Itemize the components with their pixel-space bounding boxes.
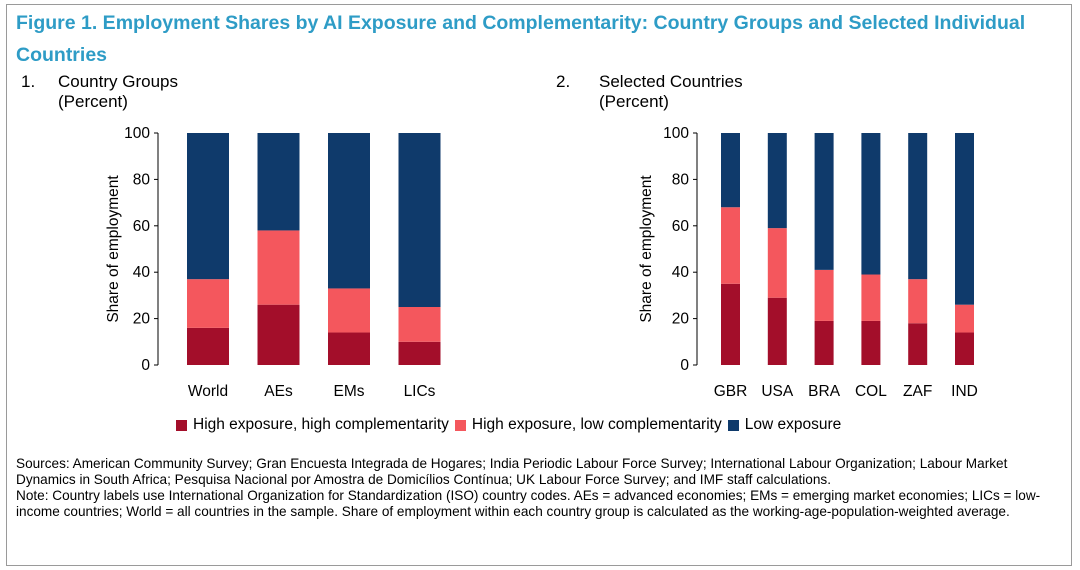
chart-2-bar-segment-2 [861,274,881,321]
chart-1-y-axis-label: Share of employment [105,175,122,323]
chart-1-bar-segment-2 [398,307,441,342]
notes: Sources: American Community Survey; Gran… [16,456,1066,520]
chart-2-bar-segment-1 [955,332,974,365]
chart-2-bar-segment-3 [861,133,881,275]
legend-item-high-high: High exposure, high complementarity [176,416,449,434]
panel-2-title-text: Selected Countries [599,72,743,91]
chart-1-bar-segment-3 [328,133,370,289]
note-text: Note: Country labels use International O… [16,488,1041,519]
chart-2-bar-segment-1 [861,320,881,365]
chart-2-x-tick-label: COL [855,383,887,400]
chart-1-x-tick-label: World [188,383,228,400]
chart-2-y-tick-label: 0 [680,357,689,374]
chart-1-x-tick-label: AEs [264,383,293,400]
chart-2-y-tick-label: 40 [672,264,690,281]
chart-1-y-tick-label: 0 [141,357,150,374]
chart-2-y-tick-label: 60 [672,218,690,235]
chart-2-bar-segment-3 [955,133,974,305]
chart-2-x-tick-label: BRA [808,383,841,400]
chart-2-bar-segment-2 [814,269,834,321]
chart-2-bar-segment-3 [908,133,928,280]
legend-swatch-low [727,419,739,431]
legend-item-low: Low exposure [727,416,842,434]
chart-1-y-tick-label: 40 [133,264,151,281]
legend-swatch-high-high [176,419,187,431]
chart-1-y-tick-label: 80 [133,171,151,188]
chart-2-bar-segment-2 [908,279,928,324]
chart-1-bar-segment-2 [187,279,229,328]
panel-1-title-text: Country Groups [58,72,178,91]
chart-2-bar-segment-1 [814,320,834,365]
chart-1-y-tick-label: 100 [124,125,150,142]
chart-1-bar-segment-3 [398,133,441,307]
legend: High exposure, high complementarity High… [176,416,847,434]
legend-label-low: Low exposure [744,416,842,433]
chart-2-bar-segment-3 [721,133,740,208]
chart-2-y-tick-label: 20 [672,311,690,328]
panel-1-unit: (Percent) [58,92,128,111]
panel-1-title: Country Groups (Percent) [58,72,178,112]
chart-1-bar-segment-2 [257,230,300,305]
chart-2-x-tick-label: GBR [714,383,748,400]
chart-2-y-tick-label: 80 [672,171,690,188]
chart-1-bar-segment-1 [257,304,300,365]
legend-item-high-low: High exposure, low complementarity [454,416,722,434]
chart-2-x-tick-label: ZAF [903,383,932,400]
chart-1-bar-segment-3 [187,133,229,280]
panel-2-unit: (Percent) [599,92,669,111]
chart-1-bar-segment-3 [257,133,300,231]
figure-frame [6,4,1072,566]
figure-title: Figure 1. Employment Shares by AI Exposu… [16,12,1026,66]
chart-1-x-tick-label: EMs [334,383,365,400]
chart-1-bar-segment-1 [328,332,370,365]
chart-2-bar-segment-1 [908,323,928,365]
legend-label-high-low: High exposure, low complementarity [471,416,722,433]
chart-2-bar-segment-2 [721,207,740,284]
chart-2-y-axis-label: Share of employment [638,175,655,323]
chart-1-y-tick-label: 20 [133,311,151,328]
panel-2-number: 2. [556,72,571,91]
chart-2-bar-segment-3 [767,133,787,229]
panel-1-number: 1. [21,72,36,91]
chart-2-bar-segment-1 [767,297,787,365]
chart-2-bar-segment-2 [955,304,974,333]
chart-2-x-tick-label: IND [951,383,978,400]
chart-2-bar-segment-2 [767,228,787,298]
chart-2-bar-segment-1 [721,283,740,365]
chart-2-y-tick-label: 100 [663,125,689,142]
chart-2-bar-segment-3 [814,133,834,270]
chart-1-bar-segment-2 [328,288,370,333]
chart-1-bar-segment-1 [187,327,229,365]
chart-1-bar-segment-1 [398,341,441,365]
chart-2-x-tick-label: USA [761,383,794,400]
panel-2-title: Selected Countries (Percent) [599,72,743,112]
chart-1-y-tick-label: 60 [133,218,151,235]
legend-swatch-high-low [454,419,466,431]
sources-text: Sources: American Community Survey; Gran… [16,456,1008,487]
legend-label-high-high: High exposure, high complementarity [193,416,449,433]
chart-1-x-tick-label: LICs [404,383,436,400]
